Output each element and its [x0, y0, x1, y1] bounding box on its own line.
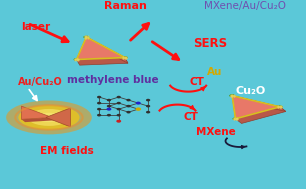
Ellipse shape — [116, 120, 121, 123]
Ellipse shape — [117, 108, 121, 110]
Ellipse shape — [126, 105, 131, 107]
Polygon shape — [236, 107, 286, 123]
Text: CT: CT — [190, 77, 205, 87]
Ellipse shape — [146, 111, 150, 113]
Polygon shape — [76, 37, 125, 60]
Polygon shape — [86, 37, 128, 63]
Ellipse shape — [117, 114, 121, 116]
Ellipse shape — [126, 111, 131, 113]
Ellipse shape — [122, 57, 128, 59]
Ellipse shape — [136, 102, 141, 105]
Ellipse shape — [28, 109, 70, 126]
Text: Au: Au — [207, 67, 222, 77]
Ellipse shape — [107, 99, 111, 101]
Ellipse shape — [126, 99, 131, 101]
Ellipse shape — [6, 101, 92, 134]
Text: MXene: MXene — [196, 128, 236, 137]
Ellipse shape — [97, 96, 101, 98]
Ellipse shape — [97, 114, 101, 116]
Ellipse shape — [37, 113, 61, 122]
Text: methylene blue: methylene blue — [67, 75, 159, 85]
Ellipse shape — [233, 118, 238, 120]
Ellipse shape — [84, 36, 89, 38]
Ellipse shape — [106, 108, 111, 111]
Ellipse shape — [117, 102, 121, 105]
Ellipse shape — [277, 106, 282, 108]
Text: laser: laser — [21, 22, 50, 32]
Polygon shape — [21, 106, 52, 119]
Polygon shape — [232, 96, 286, 112]
Text: SERS: SERS — [193, 37, 227, 50]
Polygon shape — [232, 96, 280, 119]
Ellipse shape — [97, 102, 101, 105]
Ellipse shape — [146, 105, 150, 107]
Ellipse shape — [18, 105, 80, 130]
Text: CT: CT — [184, 112, 199, 122]
Ellipse shape — [107, 105, 111, 107]
Text: MXene/Au/Cu₂O: MXene/Au/Cu₂O — [204, 1, 286, 11]
Ellipse shape — [107, 114, 111, 116]
Ellipse shape — [136, 107, 141, 111]
Text: Au/Cu₂O: Au/Cu₂O — [18, 77, 63, 87]
Ellipse shape — [230, 94, 235, 97]
Polygon shape — [46, 108, 70, 127]
Ellipse shape — [74, 58, 79, 60]
Text: Cu₂O: Cu₂O — [236, 86, 266, 96]
Text: EM fields: EM fields — [40, 146, 94, 156]
Ellipse shape — [146, 99, 150, 101]
Polygon shape — [76, 58, 128, 65]
Ellipse shape — [117, 96, 121, 98]
Text: Raman: Raman — [104, 1, 147, 11]
Ellipse shape — [97, 108, 101, 110]
Polygon shape — [21, 117, 56, 122]
